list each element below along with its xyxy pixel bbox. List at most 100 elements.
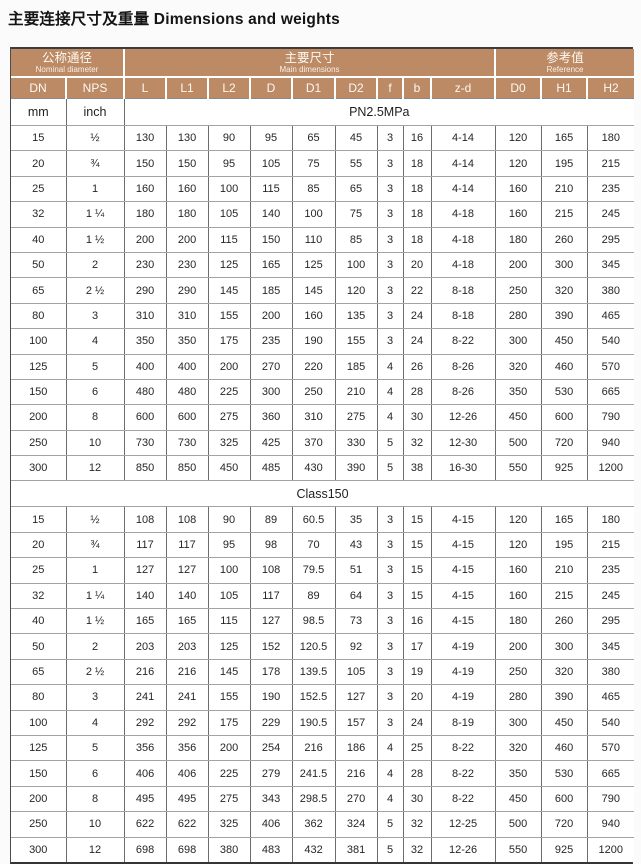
table-cell: 160 bbox=[123, 175, 167, 203]
table-cell: 3 bbox=[376, 124, 404, 152]
column-header-b: b bbox=[402, 76, 433, 99]
table-cell: 75 bbox=[334, 201, 378, 228]
table-cell: 230 bbox=[123, 251, 167, 279]
table-cell: 24 bbox=[402, 302, 432, 330]
table-cell: 790 bbox=[586, 404, 635, 431]
table-cell: 98.5 bbox=[291, 608, 336, 635]
table-cell: 4-18 bbox=[430, 226, 496, 253]
table-cell: 108 bbox=[249, 557, 293, 584]
table-row: 300 12 698 698 380 483 432 381 5 32 12-26 550 925 120… bbox=[11, 836, 635, 862]
table-cell: 110 bbox=[291, 226, 336, 253]
table-cell: 180 bbox=[586, 124, 635, 152]
table-cell: 460 bbox=[540, 734, 588, 762]
table-cell: 295 bbox=[586, 608, 635, 635]
table-cell: 4 bbox=[65, 328, 125, 355]
table-row: 150 6 480 480 225 300 250 210 4 28 8-26 350 530 665 bbox=[11, 378, 635, 406]
table-cell: 730 bbox=[123, 429, 167, 457]
table-cell: 450 bbox=[540, 709, 588, 736]
table-cell: 185 bbox=[249, 277, 293, 304]
table-cell: 940 bbox=[586, 429, 635, 457]
table-cell: 310 bbox=[123, 302, 167, 330]
dimensions-table: 公称通径 Nominal diameter 主要尺寸 Main dimensio… bbox=[10, 47, 635, 864]
table-cell: 220 bbox=[291, 353, 336, 380]
table-row: 65 2 ½ 216 216 145 178 139.5 105 3 19 4-19 250 320 38… bbox=[11, 658, 635, 686]
table-cell: 343 bbox=[249, 785, 293, 813]
table-cell: 698 bbox=[165, 836, 209, 862]
table-cell: 345 bbox=[586, 251, 635, 279]
table-cell: 5 bbox=[376, 811, 404, 838]
column-header-l1: L1 bbox=[165, 76, 210, 99]
table-cell: 235 bbox=[249, 328, 293, 355]
table-cell: 190.5 bbox=[291, 709, 336, 736]
table-cell: 300 bbox=[494, 328, 542, 355]
table-cell: 60.5 bbox=[291, 506, 336, 533]
table-cell: 24 bbox=[402, 328, 432, 355]
table-cell: 300 bbox=[540, 633, 588, 660]
table-cell: 2 bbox=[65, 633, 125, 660]
section-class150: Class150 15 ½ 108 108 90 89 60.5 35 3 15 4-15 120 16… bbox=[11, 480, 635, 862]
table-cell: 8-22 bbox=[430, 785, 496, 813]
table-cell: 3 bbox=[376, 277, 404, 304]
table-cell: 17 bbox=[402, 633, 432, 660]
table-cell: 165 bbox=[540, 124, 588, 152]
table-cell: 150 bbox=[11, 760, 67, 787]
table-cell: 1200 bbox=[586, 836, 635, 862]
table-cell: 115 bbox=[207, 608, 251, 635]
table-cell: 200 bbox=[494, 251, 542, 279]
table-cell: 18 bbox=[402, 175, 432, 203]
table-cell: 165 bbox=[123, 608, 167, 635]
table-cell: 3 bbox=[376, 302, 404, 330]
column-group-main-dimensions: 主要尺寸 Main dimensions bbox=[123, 49, 497, 78]
table-cell: 35 bbox=[334, 506, 378, 533]
table-cell: 235 bbox=[586, 175, 635, 203]
table-cell: 3 bbox=[65, 302, 125, 330]
table-cell: 20 bbox=[11, 531, 67, 559]
table-cell: 500 bbox=[494, 429, 542, 457]
table-cell: 30 bbox=[402, 404, 432, 431]
table-cell: 98 bbox=[249, 531, 293, 559]
table-cell: 127 bbox=[334, 684, 378, 711]
table-cell: 15 bbox=[11, 506, 67, 533]
section-pn25: mm inch PN2.5MPa 15 ½ 130 130 90 95 65 45 3 16 4-1… bbox=[11, 98, 635, 482]
table-cell: 65 bbox=[11, 658, 67, 686]
table-cell: 160 bbox=[165, 175, 209, 203]
table-row: 15 ½ 130 130 90 95 65 45 3 16 4-14 120 165 180 bbox=[11, 124, 635, 152]
table-cell: 24 bbox=[402, 709, 432, 736]
table-cell: 180 bbox=[586, 506, 635, 533]
table-row: 40 1 ½ 200 200 115 150 110 85 3 18 4-18 180 260 295 bbox=[11, 226, 635, 253]
table-cell: 25 bbox=[11, 175, 67, 203]
table-cell: 32 bbox=[11, 201, 67, 228]
table-cell: 225 bbox=[207, 378, 251, 406]
table-cell: 120 bbox=[494, 506, 542, 533]
table-row: 250 10 622 622 325 406 362 324 5 32 12-25 500 720 940 bbox=[11, 811, 635, 838]
table-row: 300 12 850 850 450 485 430 390 5 38 16-30 550 925 120… bbox=[11, 455, 635, 482]
table-cell: 1 ½ bbox=[65, 226, 125, 253]
table-cell: 3 bbox=[376, 328, 404, 355]
table-cell: 450 bbox=[494, 785, 542, 813]
table-cell: 145 bbox=[207, 658, 251, 686]
table-cell: 495 bbox=[123, 785, 167, 813]
table-row: 200 8 600 600 275 360 310 275 4 30 12-26 450 600 790 bbox=[11, 404, 635, 431]
table-cell: 200 bbox=[249, 302, 293, 330]
table-cell: 125 bbox=[291, 251, 336, 279]
table-cell: 4-15 bbox=[430, 506, 496, 533]
table-cell: 32 bbox=[11, 582, 67, 610]
table-row: 25 1 160 160 100 115 85 65 3 18 4-14 160 210 235 bbox=[11, 175, 635, 203]
table-cell: 4 bbox=[376, 734, 404, 762]
table-cell: 8-22 bbox=[430, 760, 496, 787]
table-cell: 28 bbox=[402, 378, 432, 406]
table-cell: 3 bbox=[376, 633, 404, 660]
table-cell: 155 bbox=[334, 328, 378, 355]
table-cell: 4-14 bbox=[430, 175, 496, 203]
table-cell: 200 bbox=[207, 734, 251, 762]
table-cell: 115 bbox=[207, 226, 251, 253]
table-cell: 100 bbox=[291, 201, 336, 228]
table-cell: 380 bbox=[586, 658, 635, 686]
table-cell: 406 bbox=[249, 811, 293, 838]
table-cell: 120 bbox=[494, 150, 542, 177]
table-cell: 356 bbox=[165, 734, 209, 762]
table-cell: 241 bbox=[123, 684, 167, 711]
column-group-reference: 参考值 Reference bbox=[494, 49, 635, 78]
table-cell: 15 bbox=[402, 557, 432, 584]
table-cell: 12 bbox=[65, 455, 125, 482]
